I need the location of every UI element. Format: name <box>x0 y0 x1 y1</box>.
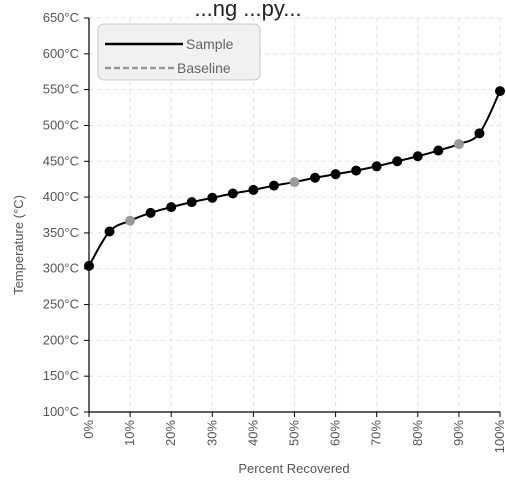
sample-point <box>474 128 485 139</box>
sample-point <box>330 169 341 180</box>
legend-label-baseline: Baseline <box>177 60 231 76</box>
chart-title: ...ng ...py... <box>194 0 301 21</box>
x-tick-label: 60% <box>328 420 343 446</box>
y-tick-label: 600°C <box>43 46 79 61</box>
x-tick-label: 100% <box>492 420 506 454</box>
x-tick-label: 0% <box>81 420 96 439</box>
sample-point <box>248 184 259 195</box>
x-axis-ticks: 0% 10% 20% 30% 40% 50% 60% 70% 80% 90% 100% <box>81 412 506 453</box>
sample-point <box>268 180 279 191</box>
legend-label-sample: Sample <box>186 36 234 52</box>
x-tick-label: 30% <box>204 420 219 446</box>
sample-point <box>84 260 94 271</box>
x-tick-label: 90% <box>451 420 466 446</box>
sample-point <box>145 207 156 218</box>
y-tick-label: 100°C <box>43 404 79 419</box>
sample-point <box>351 165 362 176</box>
legend[interactable]: Sample Baseline <box>97 23 261 81</box>
y-axis-title: Temperature (°C) <box>11 195 26 295</box>
y-tick-label: 200°C <box>43 332 79 347</box>
x-axis-title: Percent Recovered <box>238 461 349 476</box>
x-tick-label: 40% <box>245 420 260 446</box>
y-tick-label: 150°C <box>43 368 79 383</box>
baseline-point <box>289 177 300 188</box>
sample-point <box>186 197 197 208</box>
y-tick-label: 400°C <box>43 189 79 204</box>
y-tick-label: 550°C <box>43 82 79 97</box>
sample-point <box>433 145 444 156</box>
y-tick-label: 300°C <box>43 261 79 276</box>
y-tick-label: 250°C <box>43 297 79 312</box>
sample-point <box>392 156 403 167</box>
legend-box <box>97 23 261 81</box>
y-tick-label: 350°C <box>43 225 79 240</box>
sample-point <box>495 86 505 97</box>
grid-lines <box>89 17 501 412</box>
sample-point <box>412 151 423 162</box>
y-tick-label: 450°C <box>43 153 79 168</box>
baseline-point <box>453 139 464 150</box>
sample-point <box>310 172 321 183</box>
sample-point <box>227 188 238 199</box>
sample-point <box>371 161 382 172</box>
x-tick-label: 80% <box>410 420 425 446</box>
sample-point <box>207 192 218 203</box>
baseline-point <box>125 215 136 226</box>
sample-point <box>104 226 115 237</box>
y-axis-ticks: 100°C 150°C 200°C 250°C 300°C 350°C 400°C 450°C… <box>43 10 89 419</box>
series-layer <box>84 86 505 271</box>
x-tick-label: 10% <box>122 420 137 446</box>
y-tick-label: 500°C <box>43 117 79 132</box>
sample-point <box>166 202 177 213</box>
x-tick-label: 70% <box>369 420 384 446</box>
x-tick-label: 50% <box>287 420 302 446</box>
x-tick-label: 20% <box>163 420 178 446</box>
y-tick-label: 650°C <box>43 10 79 25</box>
